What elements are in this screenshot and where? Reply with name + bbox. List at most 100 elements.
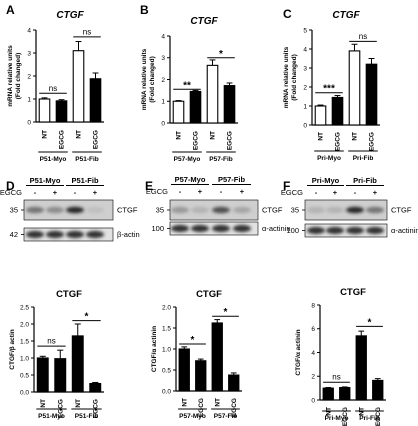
- y-tick-label-b: 3: [161, 55, 165, 62]
- category-label-b-1: NT: [176, 131, 183, 140]
- blot-2: P57-Myo P57-Fib EGCG - + - +35 CTGF 100 α-actinin: [146, 175, 291, 236]
- y-tick-label-b: 4: [161, 33, 165, 40]
- egcg-sign-2-2: +: [198, 187, 203, 196]
- blot-band-2-1-3: [212, 206, 230, 214]
- egcg-sign-3-1: -: [315, 188, 318, 197]
- y-tick-label-d: 0.0: [20, 389, 29, 396]
- chart-title-a: CTGF: [56, 10, 84, 21]
- blot-band-1-2-2: [46, 230, 64, 239]
- molecular-weight-2-2: 100: [151, 224, 164, 233]
- bar-a-3: [72, 50, 85, 123]
- panel-label-f: F: [283, 179, 290, 193]
- y-tick-label-c: 3: [303, 65, 307, 72]
- panel-label-b: B: [140, 3, 149, 17]
- significance-label-e-1: *: [191, 335, 195, 346]
- y-tick-label-e: 0.0: [162, 388, 171, 395]
- y-tick-label-d: 2.5: [20, 304, 29, 311]
- category-label-b-3: NT: [210, 131, 217, 140]
- category-label-c-1: NT: [318, 132, 325, 141]
- egcg-sign-1-2: +: [53, 188, 58, 197]
- y-tick-label-c: 4: [303, 46, 307, 53]
- y-tick-label-e: 1.5: [162, 325, 171, 332]
- blot-group-label-2-2: P57-Fib: [218, 175, 246, 184]
- y-tick-label-d: 1.0: [20, 355, 29, 362]
- group-label-d-2: P51-Fib: [75, 413, 99, 420]
- y-tick-label-c: 2: [303, 84, 307, 91]
- bar-d-4: [89, 382, 102, 393]
- egcg-sign-3-2: +: [333, 188, 338, 197]
- protein-label-3-1: CTGF: [391, 206, 412, 215]
- significance-label-a-1: ns: [49, 84, 57, 93]
- bar-e-3: [211, 322, 223, 392]
- bar-d-1: [36, 357, 49, 393]
- category-label-d-1: NT: [40, 399, 47, 408]
- protein-label-1-1: CTGF: [117, 206, 138, 215]
- y-axis-label-e: CTGF/α actinin: [151, 326, 158, 372]
- group-label-f-2: Pri-Fib: [359, 415, 380, 422]
- category-label-b-4: EGCG: [227, 131, 234, 150]
- y-tick-label-d: 1.5: [20, 338, 29, 345]
- significance-label-b-2: *: [219, 49, 223, 60]
- blot-band-1-1-3: [66, 206, 84, 214]
- chart-title-b: CTGF: [190, 16, 218, 27]
- y-tick-label-a: 0: [27, 119, 31, 126]
- chart-a: CTGF 0 1 2 3 4 mRNA relative units(Fold change…: [7, 10, 104, 163]
- panel-label-d: D: [6, 179, 15, 193]
- blot-band-2-2-3: [212, 224, 230, 233]
- bar-e-2: [195, 360, 207, 392]
- y-tick-label-c: 1: [303, 103, 307, 110]
- group-label-c-2: Pri-Fib: [353, 155, 374, 162]
- protein-label-3-2: α-actinin: [391, 226, 418, 235]
- y-tick-label-f: 6: [311, 326, 315, 333]
- category-label-e-1: NT: [181, 398, 188, 407]
- egcg-sign-1-1: -: [34, 188, 37, 197]
- bar-a-4: [89, 78, 102, 123]
- category-label-c-2: EGCG: [335, 132, 342, 151]
- molecular-weight-2-1: 35: [156, 206, 164, 215]
- group-label-b-1: P57-Myo: [174, 156, 201, 163]
- bar-f-4: [372, 379, 384, 401]
- y-tick-label-a: 3: [27, 50, 31, 57]
- blot-band-1-2-3: [66, 230, 84, 239]
- bar-b-4: [223, 85, 236, 124]
- group-label-d-1: P51-Myo: [38, 413, 65, 420]
- blot-band-2-1-2: [191, 206, 209, 214]
- bar-b-1: [172, 100, 185, 124]
- blot-band-3-1-2: [326, 206, 344, 214]
- y-tick-label-e: 1.0: [162, 346, 171, 353]
- y-axis-label-c: mRNA relative units(Fold changed): [283, 46, 298, 108]
- blot-band-2-2-4: [233, 224, 251, 233]
- significance-label-f-1: ns: [332, 373, 340, 382]
- significance-label-f-2: *: [368, 317, 372, 328]
- molecular-weight-3-2: 100: [286, 226, 299, 235]
- bar-e-1: [178, 348, 190, 392]
- blot-band-3-2-3: [346, 226, 364, 235]
- egcg-label-2: EGCG: [146, 187, 168, 196]
- category-label-a-1: NT: [42, 130, 49, 139]
- chart-title-f: CTGF: [340, 287, 366, 298]
- egcg-sign-2-4: +: [240, 187, 245, 196]
- bar-f-3: [355, 335, 367, 401]
- y-tick-label-f: 4: [311, 350, 315, 357]
- y-tick-label-a: 4: [27, 27, 31, 34]
- egcg-sign-3-4: +: [373, 188, 378, 197]
- blot-band-1-2-4: [86, 230, 104, 239]
- blot-3: Pri-Myo Pri-Fib EGCG - + - +35 CTGF 100 α-actinin: [281, 176, 418, 238]
- blot-1: P51-Myo P51-Fib EGCG - + - +35 CTGF 42 β-actin: [0, 176, 140, 242]
- bar-b-3: [206, 64, 219, 124]
- y-tick-label-a: 2: [27, 73, 31, 80]
- blot-band-2-2-2: [191, 224, 209, 233]
- significance-label-e-2: *: [224, 307, 228, 318]
- egcg-sign-2-3: -: [220, 187, 223, 196]
- group-label-b-2: P57-Fib: [209, 156, 233, 163]
- category-label-c-3: NT: [352, 132, 359, 141]
- egcg-label-3: EGCG: [281, 188, 303, 197]
- significance-label-c-2: ns: [359, 32, 367, 41]
- blot-band-2-2-1: [171, 224, 189, 233]
- category-label-c-4: EGCG: [369, 132, 376, 151]
- significance-label-a-2: ns: [83, 27, 91, 36]
- y-axis-label-d: CTGF/β actin: [9, 329, 16, 369]
- category-label-f-4: EGCG: [375, 407, 382, 426]
